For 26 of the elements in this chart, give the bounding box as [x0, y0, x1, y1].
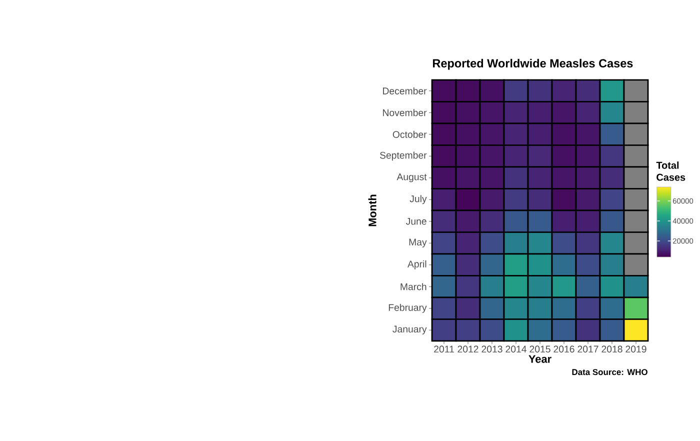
y-tick-label: February	[388, 304, 427, 313]
x-tick-label: 2011	[434, 346, 454, 353]
y-axis-title: Month	[368, 194, 376, 226]
y-tick-label: October	[392, 130, 427, 138]
x-tick-label: 2013	[482, 346, 502, 353]
y-tick-label: August	[396, 174, 427, 182]
x-tick-label: 2018	[602, 346, 622, 353]
y-tick-label: September	[380, 152, 427, 161]
y-tick-label: May	[409, 238, 427, 248]
y-tick-label: November	[383, 109, 427, 116]
color-bar-title: Total Cases	[656, 162, 686, 181]
x-tick-label: 2017	[578, 346, 598, 353]
x-tick-label: 2015	[530, 346, 550, 353]
y-tick-label: March	[400, 283, 426, 290]
chart-title: Reported Worldwide Measles Cases	[432, 58, 633, 70]
x-tick-label: 2012	[458, 346, 478, 353]
y-tick-label: December	[383, 87, 427, 94]
y-tick-label: January	[392, 326, 427, 334]
y-tick-label: July	[410, 195, 427, 204]
y-tick-label: April	[407, 260, 426, 270]
source-note: Data Source: WHO	[572, 369, 648, 376]
y-tick-label: June	[406, 218, 426, 225]
x-axis-title: Year	[528, 355, 552, 363]
x-tick-label: 2019	[626, 346, 646, 353]
x-tick-label: 2016	[554, 346, 574, 353]
x-tick-label: 2014	[506, 346, 526, 353]
